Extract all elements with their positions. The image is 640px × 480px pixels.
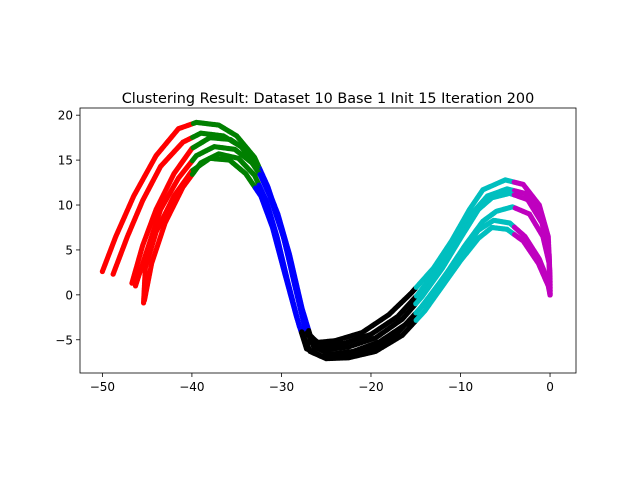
trajectory-2	[110, 130, 553, 348]
data-point	[547, 292, 553, 298]
x-tick-label: −40	[179, 380, 204, 394]
x-tick-label: −30	[269, 380, 294, 394]
y-tick-label: 20	[58, 109, 73, 123]
y-tick-label: 0	[65, 288, 73, 302]
plot-frame	[79, 107, 577, 374]
x-tick-label: −50	[90, 380, 115, 394]
y-tick-label: 10	[58, 199, 73, 213]
y-tick-label: 5	[65, 243, 73, 257]
points-layer	[99, 119, 553, 362]
x-tick-label: −20	[358, 380, 383, 394]
x-tick-label: 0	[546, 380, 554, 394]
x-tick-label: −10	[448, 380, 473, 394]
y-tick-label: −5	[55, 333, 73, 347]
chart-title: Clustering Result: Dataset 10 Base 1 Ini…	[122, 91, 535, 107]
trajectory-6	[141, 151, 553, 362]
trajectory-4	[132, 144, 553, 357]
y-tick-label: 15	[58, 154, 73, 168]
